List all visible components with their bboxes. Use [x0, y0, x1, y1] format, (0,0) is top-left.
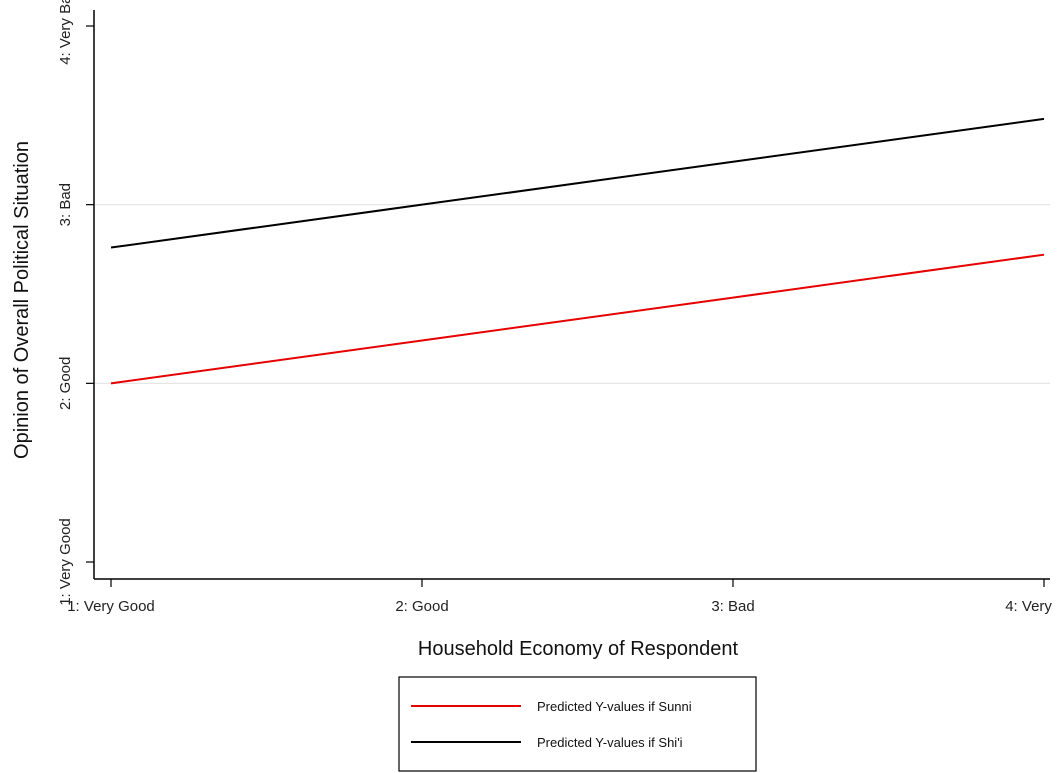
legend: Predicted Y-values if Sunni Predicted Y-v…	[398, 676, 757, 772]
y-tick-label: 2: Good	[57, 357, 74, 410]
x-axis-title: Household Economy of Respondent	[418, 638, 739, 660]
x-tick-label: 4: Very Bad	[1005, 598, 1057, 615]
series-line-1	[110, 253, 1045, 385]
y-tick-label: 1: Very Good	[57, 518, 74, 606]
legend-box	[398, 676, 757, 772]
y-tick-label: 4: Very Bad	[57, 0, 74, 65]
y-axis-ticks: 1: Very Good 2: Good 3: Bad 4: Very Bad	[57, 0, 94, 606]
x-tick-label: 3: Bad	[711, 598, 754, 615]
series-lines	[110, 117, 1045, 385]
legend-label-1: Predicted Y-values if Sunni	[537, 699, 692, 714]
legend-label-2: Predicted Y-values if Shi'i	[537, 735, 683, 750]
y-axis-title: Opinion of Overall Political Situation	[11, 141, 33, 459]
x-tick-label: 1: Very Good	[67, 598, 155, 615]
x-tick-label: 2: Good	[395, 598, 448, 615]
y-tick-label: 3: Bad	[57, 183, 74, 226]
grid-lines	[95, 204, 1050, 384]
series-line-2	[110, 117, 1045, 249]
x-axis-ticks: 1: Very Good 2: Good 3: Bad 4: Very Bad	[67, 579, 1057, 615]
